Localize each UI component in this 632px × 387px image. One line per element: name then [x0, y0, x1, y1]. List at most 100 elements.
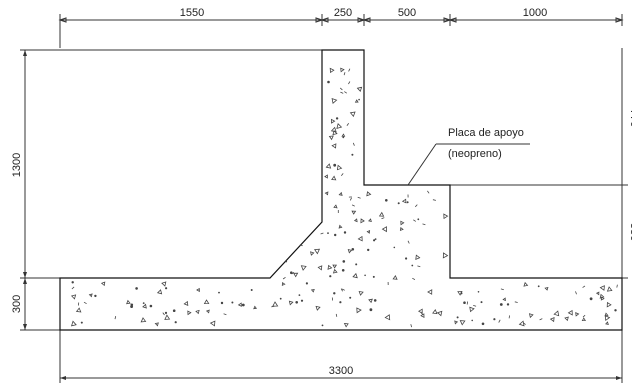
aggregate-mark [493, 318, 496, 321]
aggregate-mark [352, 272, 358, 279]
aggregate-mark [305, 282, 308, 285]
aggregate-mark [502, 297, 506, 302]
aggregate-mark [413, 219, 417, 222]
aggregate-mark [575, 312, 580, 317]
aggregate-mark [290, 271, 293, 275]
aggregate-mark [374, 238, 377, 241]
annotation-line-2: (neopreno) [448, 148, 502, 160]
aggregate-mark [218, 291, 220, 294]
aggregate-mark [354, 99, 359, 103]
aggregate-mark [355, 263, 358, 266]
aggregate-mark [405, 257, 408, 260]
aggregate-mark [331, 98, 338, 104]
aggregate-mark [340, 173, 344, 176]
aggregate-mark [582, 314, 586, 318]
aggregate-mark [343, 231, 347, 234]
aggregate-mark [357, 196, 361, 199]
aggregate-mark [427, 190, 430, 194]
annotation-line-1: Placa de apoyo [448, 127, 524, 139]
aggregate-mark [575, 291, 577, 295]
aggregate-mark [331, 175, 337, 181]
aggregate-mark [315, 305, 321, 311]
bottom-dimension: 3300 [59, 330, 623, 383]
aggregate-mark [335, 313, 338, 317]
left-dimension-chain: 1300 300 [11, 49, 322, 331]
aggregate-mark [321, 324, 324, 327]
aggregate-mark [342, 136, 345, 139]
aggregate-mark [329, 275, 332, 278]
aggregate-mark [135, 287, 138, 290]
aggregate-mark [443, 213, 449, 220]
aggregate-mark [500, 288, 504, 291]
aggregate-mark [203, 299, 210, 305]
aggregate-mark [334, 233, 337, 237]
aggregate-mark [332, 268, 338, 274]
aggregate-mark [293, 272, 299, 278]
aggregate-mark [567, 309, 573, 316]
aggregate-mark [595, 291, 600, 296]
aggregate-mark [518, 320, 525, 327]
aggregate-mark [339, 87, 343, 91]
aggregate-mark [195, 309, 200, 315]
aggregate-mark [298, 294, 301, 296]
aggregate-mark [223, 313, 227, 316]
aggregate-mark [417, 265, 421, 268]
aggregate-mark [174, 321, 177, 324]
aggregate-mark [369, 308, 373, 312]
concrete-section [59, 49, 623, 331]
aggregate-mark [523, 281, 529, 287]
aggregate-mark [606, 301, 612, 308]
aggregate-mark [471, 319, 474, 322]
aggregate-mark [348, 81, 351, 85]
aggregate-mark [460, 292, 463, 295]
aggregate-mark [372, 275, 375, 278]
aggregate-mark [149, 304, 153, 308]
aggregate-mark [288, 300, 294, 306]
aggregate-mark [352, 142, 355, 146]
aggregate-mark [71, 286, 75, 290]
dim-top-2: 250 [334, 7, 352, 19]
aggregate-mark [351, 210, 357, 215]
aggregate-mark [300, 299, 304, 302]
aggregate-mark [343, 72, 346, 76]
aggregate-mark [604, 312, 609, 317]
aggregate-mark [600, 296, 605, 301]
aggregate-mark [508, 315, 510, 319]
aggregate-mark [539, 318, 543, 321]
aggregate-mark [477, 291, 480, 293]
aggregate-mark [100, 281, 106, 287]
aggregate-mark [339, 301, 342, 304]
aggregate-mark [349, 197, 352, 201]
aggregate-mark [564, 316, 569, 322]
aggregate-mark [415, 254, 421, 261]
aggregate-mark [114, 316, 117, 320]
dim-top-1: 1550 [180, 7, 204, 19]
concrete-aggregate-texture [70, 67, 618, 328]
aggregate-mark [480, 301, 483, 304]
aggregate-mark [356, 86, 363, 92]
aggregate-mark [401, 198, 407, 204]
aggregate-mark [366, 229, 371, 234]
aggregate-mark [253, 305, 258, 310]
aggregate-mark [420, 313, 425, 318]
aggregate-mark [317, 265, 323, 271]
aggregate-mark [330, 126, 337, 133]
aggregate-mark [348, 68, 351, 72]
aggregate-mark [327, 232, 329, 235]
aggregate-mark [310, 289, 315, 293]
aggregate-mark [544, 286, 549, 291]
aggregate-mark [140, 317, 147, 323]
aggregate-mark [410, 324, 412, 328]
aggregate-mark [581, 317, 587, 322]
aggregate-mark [514, 301, 518, 303]
aggregate-mark [422, 223, 426, 226]
aggregate-mark [156, 289, 163, 295]
aggregate-mark [237, 302, 242, 307]
aggregate-mark [142, 303, 147, 309]
aggregate-mark [399, 226, 404, 232]
aggregate-mark [373, 239, 376, 242]
aggregate-mark [231, 301, 234, 304]
aggregate-mark [310, 251, 315, 256]
aggregate-mark [335, 117, 339, 120]
aggregate-mark [162, 312, 165, 316]
